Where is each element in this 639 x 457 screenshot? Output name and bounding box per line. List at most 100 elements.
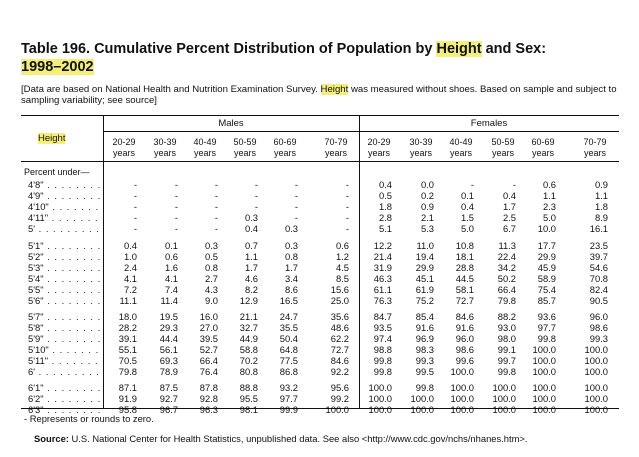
height-value: 5'8"	[28, 322, 44, 333]
male-cell: 95.5	[239, 393, 258, 404]
male-cell: 76.4	[199, 366, 218, 377]
female-cell: 29.9	[415, 262, 434, 273]
years-label: years	[449, 148, 472, 158]
female-cell: 34.2	[497, 262, 516, 273]
age-range-label: 70-79	[324, 137, 348, 147]
female-cell: 98.6	[455, 344, 474, 355]
male-cell: -	[174, 212, 178, 223]
male-cell: 44.9	[239, 333, 258, 344]
table-row: 5'10" . . . . . . . . . . . . 55.1 56.1 52.…	[0, 344, 639, 355]
female-cell: 29.9	[537, 251, 556, 262]
table-row: 5'6" . . . . . . . . . . . . 11.1 11.4 9.0 1…	[0, 295, 639, 306]
male-cell: -	[214, 212, 218, 223]
height-value: 5'5"	[28, 284, 44, 295]
female-cell: 5.0	[460, 223, 474, 234]
female-cell: 98.8	[373, 344, 392, 355]
female-cell: 0.4	[378, 179, 392, 190]
male-cell: 87.5	[159, 382, 178, 393]
table-row: 6'1" . . . . . . . . . . . . 87.1 87.5 87.8…	[0, 382, 639, 393]
female-cell: 100.0	[410, 404, 434, 415]
female-cell: 23.5	[589, 240, 608, 251]
male-cell: 0.8	[204, 262, 218, 273]
male-cell: 2.4	[123, 262, 137, 273]
male-cell: -	[174, 179, 178, 190]
female-cell: 45.9	[537, 262, 556, 273]
leader-dots: . . . . . . . . . . . .	[51, 355, 103, 366]
female-cell: 50.2	[497, 273, 516, 284]
female-cell: 12.2	[373, 240, 392, 251]
title-main-a: Cumulative Percent Distribution of Popul…	[94, 41, 433, 57]
female-cell: 45.1	[415, 273, 434, 284]
female-cell: 61.9	[415, 284, 434, 295]
male-cell: -	[214, 179, 218, 190]
female-cell: 100.0	[450, 366, 474, 377]
female-cell: 100.0	[532, 344, 556, 355]
female-cell: 85.4	[415, 311, 434, 322]
years-label: years	[367, 148, 390, 158]
male-cell: 92.2	[330, 366, 349, 377]
male-cell: 0.4	[123, 240, 137, 251]
female-cell: 99.7	[497, 355, 516, 366]
female-cell: 0.9	[594, 179, 608, 190]
females-age-header: 40-49 years	[441, 137, 481, 159]
male-cell: 84.6	[330, 355, 349, 366]
female-cell: 70.8	[589, 273, 608, 284]
male-cell: 62.2	[330, 333, 349, 344]
male-cell: 58.8	[239, 344, 258, 355]
female-cell: -	[512, 179, 516, 190]
column-divider	[103, 115, 104, 408]
male-cell: 18.0	[118, 311, 137, 322]
female-cell: 96.9	[415, 333, 434, 344]
years-label: years	[112, 148, 135, 158]
percent-under-label: Percent under—	[24, 167, 90, 177]
height-value: 5'	[28, 223, 36, 234]
female-cell: 76.3	[373, 295, 392, 306]
title-highlight-height: Height	[436, 41, 482, 57]
males-age-header: 60-69 years	[265, 137, 305, 159]
row-height-label: 5'5" . . . . . . . . . . . .	[28, 284, 103, 295]
column-divider	[359, 115, 360, 408]
table-row: 4'9" . . . . . . . . . . . . - - - - - - 0.5 0.2…	[0, 190, 639, 201]
male-cell: -	[174, 190, 178, 201]
row-height-label: 5'1" . . . . . . . . . . . .	[28, 240, 103, 251]
table-row: 5'9" . . . . . . . . . . . . 39.1 44.4 39.5…	[0, 333, 639, 344]
male-cell: 98.1	[239, 404, 258, 415]
male-cell: -	[133, 201, 137, 212]
male-cell: 16.0	[199, 311, 218, 322]
male-cell: 70.2	[239, 355, 258, 366]
male-cell: -	[133, 190, 137, 201]
male-cell: 72.7	[330, 344, 349, 355]
female-cell: 97.7	[537, 322, 556, 333]
male-cell: 87.8	[199, 382, 218, 393]
years-label: years	[193, 148, 216, 158]
female-cell: 100.0	[492, 393, 516, 404]
male-cell: 11.4	[160, 295, 178, 306]
male-cell: 35.6	[330, 311, 349, 322]
female-cell: 85.7	[537, 295, 556, 306]
female-cell: 100.0	[584, 382, 608, 393]
female-cell: 0.4	[502, 190, 516, 201]
height-value: 5'1"	[28, 240, 44, 251]
leader-dots: . . . . . . . . . . . .	[47, 240, 103, 251]
male-cell: -	[254, 179, 258, 190]
male-cell: -	[133, 212, 137, 223]
male-cell: 28.2	[118, 322, 137, 333]
female-cell: 75.2	[415, 295, 434, 306]
males-age-header: 20-29 years	[104, 137, 144, 159]
male-cell: 4.6	[244, 273, 258, 284]
female-cell: 66.4	[497, 284, 516, 295]
male-cell: -	[174, 223, 178, 234]
female-cell: 99.3	[415, 355, 434, 366]
male-cell: 77.5	[279, 355, 298, 366]
female-cell: 100.0	[532, 382, 556, 393]
male-cell: 66.4	[199, 355, 218, 366]
male-cell: 4.1	[164, 273, 178, 284]
female-cell: 100.0	[584, 355, 608, 366]
female-cell: 99.8	[373, 355, 392, 366]
female-cell: 99.1	[497, 344, 516, 355]
male-cell: 56.1	[159, 344, 178, 355]
row-height-label: 6' . . . . . . . . . . . .	[28, 366, 103, 377]
height-value: 6'2"	[28, 393, 44, 404]
male-cell: -	[345, 212, 349, 223]
table-bottom-rule	[21, 408, 619, 409]
